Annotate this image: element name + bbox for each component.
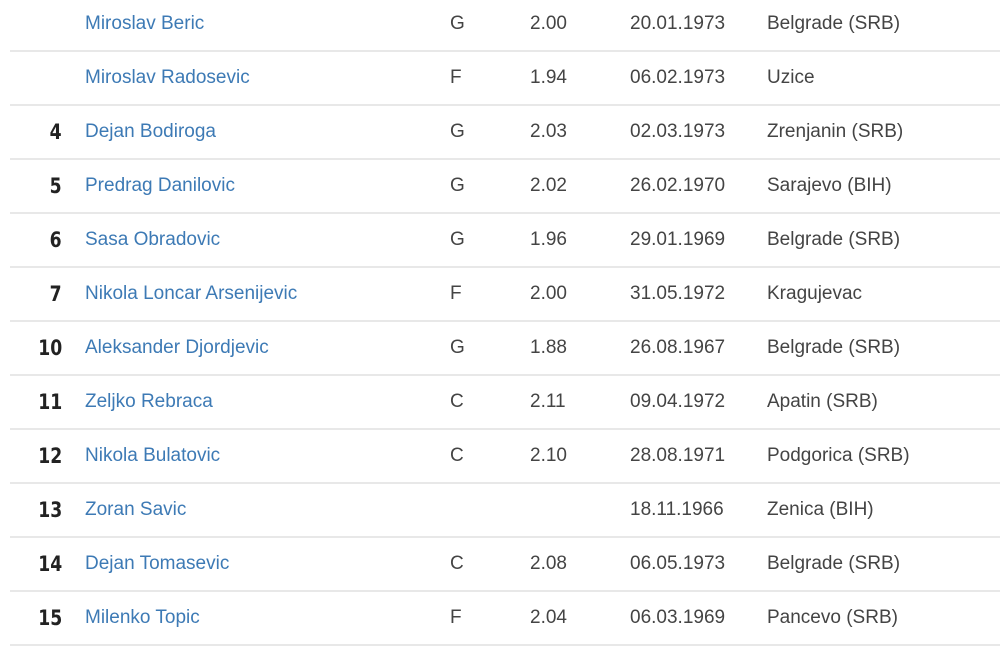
player-position: C [450, 391, 464, 412]
roster-table: Miroslav Beric G 2.00 20.01.1973 Belgrade (S… [10, 0, 1000, 646]
birth-date: 09.04.1972 [630, 391, 726, 412]
birth-date: 29.01.1969 [630, 229, 726, 250]
jersey-number: 5 [50, 174, 62, 198]
birth-date: 18.11.1966 [630, 499, 724, 520]
birth-place: Podgorica (SRB) [767, 445, 910, 466]
player-height: 1.94 [530, 67, 567, 88]
birth-date: 26.08.1967 [630, 337, 726, 358]
player-name-link[interactable]: Dejan Bodiroga [85, 121, 216, 142]
player-name-link[interactable]: Milenko Topic [85, 607, 200, 628]
birth-place: Zenica (BIH) [767, 499, 874, 520]
player-height: 2.03 [530, 121, 567, 142]
table-row: 5 Predrag Danilovic G 2.02 26.02.1970 Sarajev… [10, 160, 1000, 214]
table-row: Miroslav Beric G 2.00 20.01.1973 Belgrade (S… [10, 0, 1000, 52]
birth-place: Apatin (SRB) [767, 391, 878, 412]
player-position: F [450, 283, 462, 304]
table-row: 4 Dejan Bodiroga G 2.03 02.03.1973 Zrenjanin … [10, 106, 1000, 160]
birth-place: Pancevo (SRB) [767, 607, 898, 628]
player-name-link[interactable]: Nikola Loncar Arsenijevic [85, 283, 298, 304]
birth-place: Belgrade (SRB) [767, 553, 901, 574]
birth-place: Sarajevo (BIH) [767, 175, 892, 196]
table-row: 12 Nikola Bulatovic C 2.10 28.08.1971 Podgori… [10, 430, 1000, 484]
birth-date: 06.02.1973 [630, 67, 726, 88]
player-name-link[interactable]: Miroslav Beric [85, 13, 205, 34]
player-height: 2.00 [530, 13, 567, 34]
table-row: Miroslav Radosevic F 1.94 06.02.1973 Uzice [10, 52, 1000, 106]
table-row: 10 Aleksander Djordjevic G 1.88 26.08.1967 Be… [10, 322, 1000, 376]
jersey-number: 4 [50, 120, 62, 144]
jersey-number: 13 [38, 498, 62, 522]
birth-place: Belgrade (SRB) [767, 337, 901, 358]
player-name-link[interactable]: Miroslav Radosevic [85, 67, 250, 88]
jersey-number: 6 [50, 228, 62, 252]
birth-place: Belgrade (SRB) [767, 13, 901, 34]
birth-place: Belgrade (SRB) [767, 229, 901, 250]
birth-place: Zrenjanin (SRB) [767, 121, 904, 142]
player-position: G [450, 229, 465, 250]
player-name-link[interactable]: Predrag Danilovic [85, 175, 235, 196]
table-row: 6 Sasa Obradovic G 1.96 29.01.1969 Belgrade (… [10, 214, 1000, 268]
player-height: 1.88 [530, 337, 567, 358]
player-position: F [450, 607, 462, 628]
jersey-number: 12 [38, 444, 62, 468]
player-height: 2.08 [530, 553, 567, 574]
birth-place: Kragujevac [767, 283, 863, 304]
jersey-number: 11 [38, 390, 62, 414]
jersey-number: 14 [38, 552, 62, 576]
birth-date: 26.02.1970 [630, 175, 726, 196]
player-position: G [450, 121, 465, 142]
player-name-link[interactable]: Dejan Tomasevic [85, 553, 230, 574]
table-row: 7 Nikola Loncar Arsenijevic F 2.00 31.05.197… [10, 268, 1000, 322]
birth-date: 28.08.1971 [630, 445, 726, 466]
birth-date: 06.03.1969 [630, 607, 726, 628]
player-height: 2.04 [530, 607, 567, 628]
jersey-number: 15 [38, 606, 62, 630]
player-name-link[interactable]: Aleksander Djordjevic [85, 337, 269, 358]
player-position: G [450, 175, 465, 196]
birth-date: 06.05.1973 [630, 553, 726, 574]
birth-date: 02.03.1973 [630, 121, 726, 142]
player-name-link[interactable]: Nikola Bulatovic [85, 445, 221, 466]
player-position: G [450, 337, 465, 358]
birth-date: 31.05.1972 [630, 283, 726, 304]
table-row: 14 Dejan Tomasevic C 2.08 06.05.1973 Belgrade… [10, 538, 1000, 592]
player-name-link[interactable]: Zoran Savic [85, 499, 187, 520]
player-height: 2.00 [530, 283, 567, 304]
table-row: 13 Zoran Savic 18.11.1966 Zenica (BIH) [10, 484, 1000, 538]
jersey-number: 7 [50, 282, 62, 306]
player-height: 2.02 [530, 175, 567, 196]
table-row: 11 Zeljko Rebraca C 2.11 09.04.1972 Apatin (S… [10, 376, 1000, 430]
table-row: 15 Milenko Topic F 2.04 06.03.1969 Pancevo (S… [10, 592, 1000, 646]
jersey-number: 10 [38, 336, 62, 360]
player-height: 1.96 [530, 229, 567, 250]
player-height: 2.10 [530, 445, 567, 466]
birth-date: 20.01.1973 [630, 13, 726, 34]
player-name-link[interactable]: Sasa Obradovic [85, 229, 221, 250]
player-position: G [450, 13, 465, 34]
birth-place: Uzice [767, 67, 815, 88]
player-name-link[interactable]: Zeljko Rebraca [85, 391, 213, 412]
player-position: C [450, 553, 464, 574]
player-position: F [450, 67, 462, 88]
player-height: 2.11 [530, 391, 566, 412]
player-position: C [450, 445, 464, 466]
